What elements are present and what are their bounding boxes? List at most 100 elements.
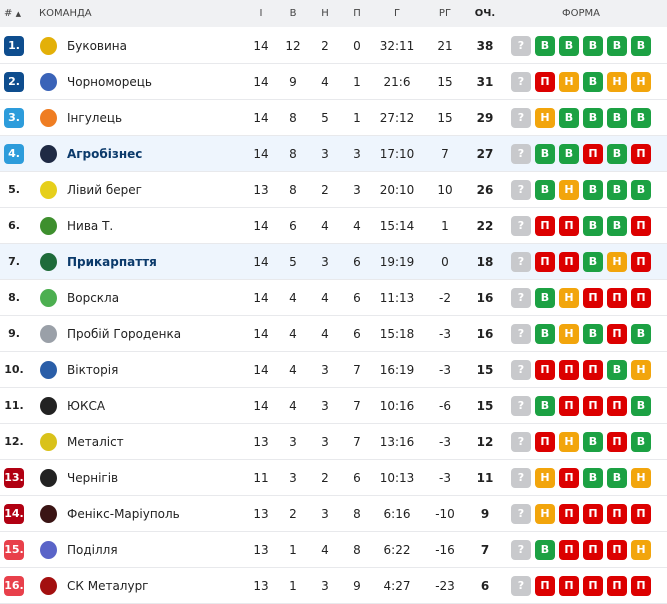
- table-row[interactable]: 6. Нива Т. 14 6 4 4 15:14 1 22? П П В В П: [0, 208, 667, 244]
- form-result-badge[interactable]: В: [631, 36, 651, 56]
- team-name-link[interactable]: Пробій Городенка: [67, 327, 182, 341]
- form-result-badge[interactable]: П: [559, 468, 579, 488]
- form-result-badge[interactable]: В: [535, 36, 555, 56]
- wins-header[interactable]: В: [289, 8, 297, 19]
- form-result-badge[interactable]: В: [607, 180, 627, 200]
- form-result-badge[interactable]: П: [607, 396, 627, 416]
- form-result-badge[interactable]: Н: [631, 540, 651, 560]
- team-name-link[interactable]: Фенікс-Маріуполь: [67, 507, 180, 521]
- points-header[interactable]: ОЧ.: [474, 8, 496, 19]
- table-row[interactable]: 16. СК Металург 13 1 3 9 4:27 -23 6? П П П П П: [0, 568, 667, 604]
- form-result-badge[interactable]: В: [583, 468, 603, 488]
- form-result-badge[interactable]: П: [535, 72, 555, 92]
- next-match-badge[interactable]: ?: [511, 108, 531, 128]
- next-match-badge[interactable]: ?: [511, 432, 531, 452]
- team-name-link[interactable]: Прикарпаття: [67, 255, 157, 269]
- form-result-badge[interactable]: В: [607, 216, 627, 236]
- form-result-badge[interactable]: Н: [559, 324, 579, 344]
- next-match-badge[interactable]: ?: [511, 396, 531, 416]
- team-name-link[interactable]: Ворскла: [67, 291, 120, 305]
- form-result-badge[interactable]: Н: [535, 504, 555, 524]
- form-result-badge[interactable]: П: [583, 288, 603, 308]
- table-row[interactable]: 1. Буковина 14 12 2 0 32:11 21 38? В В В В В: [0, 28, 667, 64]
- form-result-badge[interactable]: В: [583, 108, 603, 128]
- table-row[interactable]: 4. Агробізнес 14 8 3 3 17:10 7 27? В В П В П: [0, 136, 667, 172]
- form-result-badge[interactable]: В: [607, 108, 627, 128]
- next-match-badge[interactable]: ?: [511, 576, 531, 596]
- table-row[interactable]: 9. Пробій Городенка 14 4 4 6 15:18 -3 16? В Н В П В: [0, 316, 667, 352]
- team-name-link[interactable]: Нива Т.: [67, 219, 114, 233]
- form-result-badge[interactable]: Н: [631, 72, 651, 92]
- form-result-badge[interactable]: В: [583, 72, 603, 92]
- form-result-badge[interactable]: П: [583, 360, 603, 380]
- form-result-badge[interactable]: В: [559, 108, 579, 128]
- form-result-badge[interactable]: П: [583, 144, 603, 164]
- form-result-badge[interactable]: В: [631, 396, 651, 416]
- team-name-link[interactable]: Вікторія: [67, 363, 119, 377]
- next-match-badge[interactable]: ?: [511, 288, 531, 308]
- next-match-badge[interactable]: ?: [511, 540, 531, 560]
- table-row[interactable]: 5. Лівий берег 13 8 2 3 20:10 10 26? В Н В В В: [0, 172, 667, 208]
- form-result-badge[interactable]: В: [631, 432, 651, 452]
- form-result-badge[interactable]: Н: [631, 468, 651, 488]
- team-name-link[interactable]: Металіст: [67, 435, 124, 449]
- next-match-badge[interactable]: ?: [511, 180, 531, 200]
- form-result-badge[interactable]: Н: [535, 108, 555, 128]
- next-match-badge[interactable]: ?: [511, 504, 531, 524]
- form-result-badge[interactable]: В: [631, 324, 651, 344]
- form-result-badge[interactable]: Н: [559, 432, 579, 452]
- next-match-badge[interactable]: ?: [511, 72, 531, 92]
- form-result-badge[interactable]: П: [583, 540, 603, 560]
- team-name-link[interactable]: Чорноморець: [67, 75, 153, 89]
- team-header[interactable]: КОМАНДА: [39, 8, 92, 19]
- form-result-badge[interactable]: В: [559, 36, 579, 56]
- team-name-link[interactable]: Буковина: [67, 39, 127, 53]
- next-match-badge[interactable]: ?: [511, 468, 531, 488]
- table-row[interactable]: 3. Інгулець 14 8 5 1 27:12 15 29? Н В В В В: [0, 100, 667, 136]
- form-result-badge[interactable]: П: [631, 288, 651, 308]
- form-result-badge[interactable]: В: [559, 144, 579, 164]
- form-result-badge[interactable]: П: [607, 432, 627, 452]
- form-result-badge[interactable]: В: [535, 288, 555, 308]
- form-result-badge[interactable]: П: [559, 216, 579, 236]
- form-result-badge[interactable]: В: [583, 216, 603, 236]
- next-match-badge[interactable]: ?: [511, 36, 531, 56]
- form-result-badge[interactable]: П: [607, 576, 627, 596]
- form-result-badge[interactable]: В: [607, 144, 627, 164]
- form-result-badge[interactable]: В: [535, 144, 555, 164]
- form-result-badge[interactable]: В: [607, 360, 627, 380]
- table-row[interactable]: 11. ЮКСА 14 4 3 7 10:16 -6 15? В П П П В: [0, 388, 667, 424]
- form-result-badge[interactable]: П: [607, 540, 627, 560]
- form-result-badge[interactable]: П: [535, 576, 555, 596]
- next-match-badge[interactable]: ?: [511, 144, 531, 164]
- goal-diff-header[interactable]: РГ: [438, 8, 452, 19]
- form-result-badge[interactable]: В: [583, 252, 603, 272]
- team-name-link[interactable]: ЮКСА: [67, 399, 106, 413]
- team-name-link[interactable]: Поділля: [67, 543, 118, 557]
- form-result-badge[interactable]: П: [631, 216, 651, 236]
- table-row[interactable]: 12. Металіст 13 3 3 7 13:16 -3 12? П Н В П В: [0, 424, 667, 460]
- team-name-link[interactable]: Інгулець: [67, 111, 123, 125]
- next-match-badge[interactable]: ?: [511, 360, 531, 380]
- form-result-badge[interactable]: П: [535, 252, 555, 272]
- form-result-badge[interactable]: Н: [607, 72, 627, 92]
- form-result-badge[interactable]: В: [583, 180, 603, 200]
- form-result-badge[interactable]: П: [607, 324, 627, 344]
- form-result-badge[interactable]: В: [631, 180, 651, 200]
- team-name-link[interactable]: Лівий берег: [67, 183, 142, 197]
- form-result-badge[interactable]: В: [631, 108, 651, 128]
- form-result-badge[interactable]: П: [559, 396, 579, 416]
- form-result-badge[interactable]: В: [583, 432, 603, 452]
- next-match-badge[interactable]: ?: [511, 252, 531, 272]
- form-result-badge[interactable]: Н: [535, 468, 555, 488]
- form-result-badge[interactable]: П: [607, 504, 627, 524]
- played-header[interactable]: І: [259, 8, 263, 19]
- form-result-badge[interactable]: П: [631, 252, 651, 272]
- form-result-badge[interactable]: В: [607, 468, 627, 488]
- table-row[interactable]: 8. Ворскла 14 4 4 6 11:13 -2 16? В Н П П П: [0, 280, 667, 316]
- form-result-badge[interactable]: В: [583, 324, 603, 344]
- form-result-badge[interactable]: П: [559, 360, 579, 380]
- table-row[interactable]: 10. Вікторія 14 4 3 7 16:19 -3 15? П П П В Н: [0, 352, 667, 388]
- losses-header[interactable]: П: [353, 8, 361, 19]
- team-name-link[interactable]: Чернігів: [67, 471, 119, 485]
